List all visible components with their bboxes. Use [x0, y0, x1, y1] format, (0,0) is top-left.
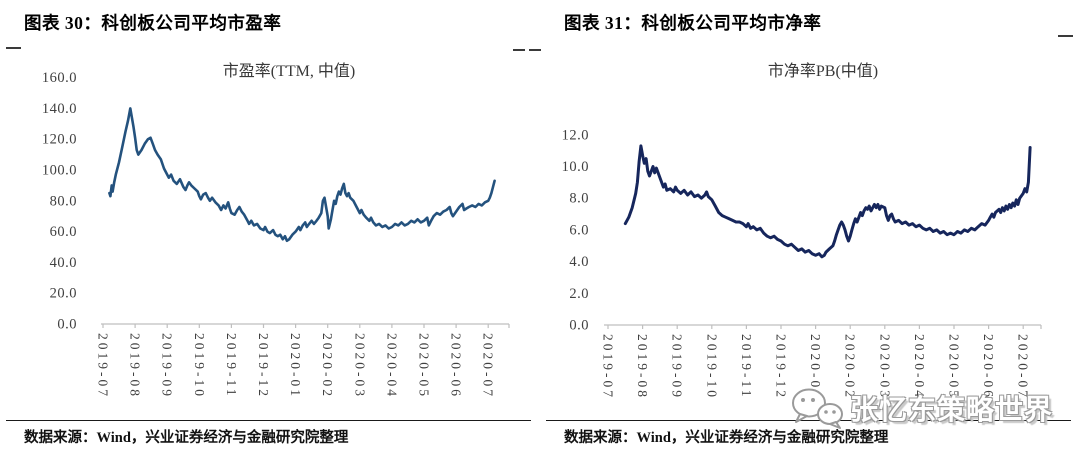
pe-ratio-line-chart: 2019-07 2019-08 2019-09 2019-10 2019-11 2019-… [42, 70, 510, 399]
pb-ratio-line-chart: 2019-07 2019-08 2019-09 2019-10 2019-11 2019-… [562, 127, 1042, 400]
svg-text:80.0: 80.0 [50, 193, 77, 209]
svg-text:2020-07: 2020-07 [481, 333, 496, 399]
figure-30-header: 图表 30：科创板公司平均市盈率 [24, 13, 282, 33]
svg-text:2020-06: 2020-06 [449, 333, 464, 399]
svg-text:2019-10: 2019-10 [704, 334, 719, 400]
svg-text:2020-02: 2020-02 [843, 334, 858, 400]
svg-text:2019-08: 2019-08 [128, 333, 143, 399]
figure-31-panel: 图表 31：科创板公司平均市净率 市净率PB(中值) 2019-07 2019-0… [540, 0, 1080, 457]
svg-text:2019-09: 2019-09 [670, 334, 685, 400]
svg-text:2019-11: 2019-11 [739, 334, 754, 400]
chart-31-title: 市净率PB(中值) [767, 63, 879, 80]
svg-text:0.0: 0.0 [57, 317, 77, 333]
svg-text:12.0: 12.0 [562, 127, 589, 143]
margin-dash [513, 49, 525, 51]
svg-text:2020-03: 2020-03 [877, 334, 892, 400]
svg-text:2019-09: 2019-09 [160, 333, 175, 399]
svg-text:2020-04: 2020-04 [384, 333, 399, 399]
figure-30-source: 数据来源：Wind，兴业证券经济与金融研究院整理 [24, 430, 349, 446]
svg-text:8.0: 8.0 [569, 191, 589, 207]
svg-text:0.0: 0.0 [569, 318, 589, 334]
svg-text:2019-11: 2019-11 [224, 333, 239, 399]
svg-text:100.0: 100.0 [42, 163, 77, 179]
svg-text:2020-01: 2020-01 [808, 334, 823, 400]
svg-text:2019-07: 2019-07 [96, 333, 111, 399]
svg-text:120.0: 120.0 [42, 132, 77, 148]
source-divider [6, 420, 531, 421]
svg-text:2019-08: 2019-08 [635, 334, 650, 400]
svg-text:2020-01: 2020-01 [288, 333, 303, 399]
margin-dash [1058, 35, 1073, 37]
svg-text:60.0: 60.0 [50, 224, 77, 240]
svg-text:140.0: 140.0 [42, 101, 77, 117]
source-divider [546, 420, 1071, 421]
margin-dash [6, 47, 21, 49]
chart-30-title: 市盈率(TTM, 中值) [222, 63, 356, 80]
svg-text:2020-05: 2020-05 [947, 334, 962, 400]
svg-text:2020-02: 2020-02 [320, 333, 335, 399]
svg-text:4.0: 4.0 [569, 254, 589, 270]
svg-text:2020-06: 2020-06 [981, 334, 996, 400]
figure-31-source: 数据来源：Wind，兴业证券经济与金融研究院整理 [564, 430, 889, 446]
svg-text:160.0: 160.0 [42, 70, 77, 86]
svg-text:2.0: 2.0 [569, 286, 589, 302]
margin-dash [529, 49, 541, 51]
svg-text:2020-05: 2020-05 [417, 333, 432, 399]
svg-text:2019-12: 2019-12 [256, 333, 271, 399]
svg-text:2020-07: 2020-07 [1016, 334, 1031, 400]
svg-text:2020-04: 2020-04 [912, 334, 927, 400]
svg-text:2019-10: 2019-10 [192, 333, 207, 399]
svg-text:40.0: 40.0 [50, 255, 77, 271]
figure-30-panel: 图表 30：科创板公司平均市盈率 市盈率(TTM, 中值) 2019-07 201… [6, 13, 531, 446]
svg-text:20.0: 20.0 [50, 286, 77, 302]
svg-text:10.0: 10.0 [562, 159, 589, 175]
figure-31-header: 图表 31：科创板公司平均市净率 [564, 13, 822, 33]
svg-text:2019-12: 2019-12 [774, 334, 789, 400]
svg-text:2019-07: 2019-07 [601, 334, 616, 400]
svg-text:6.0: 6.0 [569, 222, 589, 238]
svg-text:2020-03: 2020-03 [352, 333, 367, 399]
